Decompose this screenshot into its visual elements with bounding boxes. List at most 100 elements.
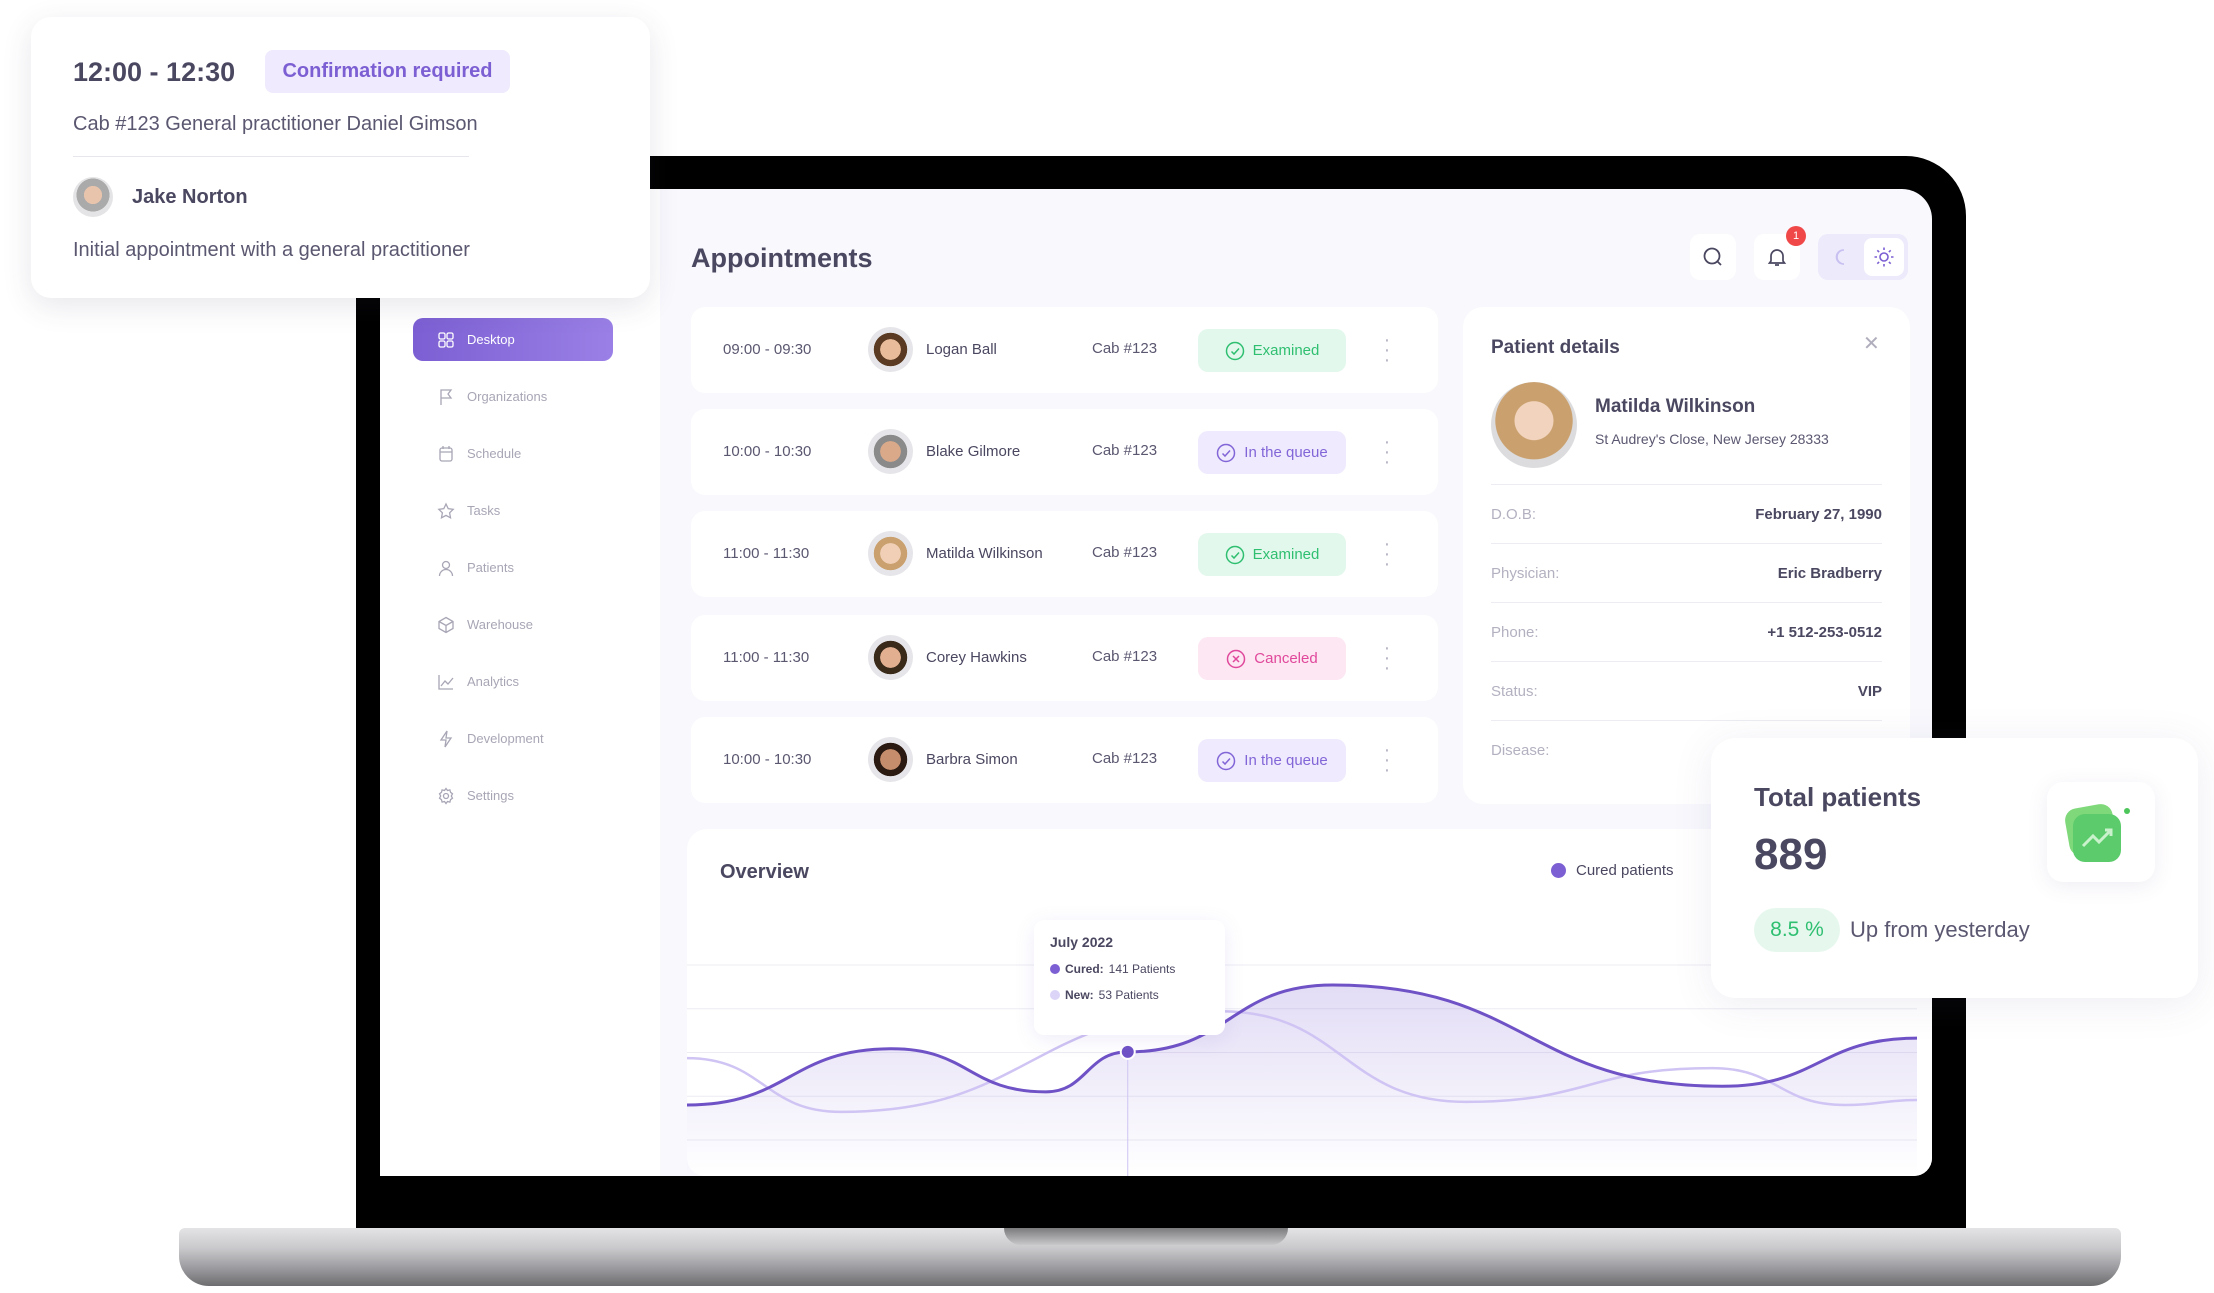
- theme-toggle[interactable]: [1818, 234, 1908, 280]
- total-value: 889: [1754, 830, 1828, 879]
- status-label: Canceled: [1254, 650, 1318, 667]
- appointment-row[interactable]: 09:00 - 09:30 Logan Ball Cab #123 Examin…: [691, 307, 1438, 393]
- sidebar-item-settings[interactable]: Settings: [413, 774, 613, 817]
- patient-name[interactable]: Matilda Wilkinson: [926, 545, 1043, 562]
- detail-row: Physician: Eric Bradberry: [1491, 543, 1882, 603]
- notification-badge: 1: [1786, 226, 1806, 246]
- sun-icon: [1874, 247, 1894, 267]
- appointment-row[interactable]: 10:00 - 10:30 Barbra Simon Cab #123 In t…: [691, 717, 1438, 803]
- tooltip-new: New: 53 Patients: [1050, 988, 1209, 1002]
- appointment-time: 10:00 - 10:30: [723, 751, 812, 768]
- sidebar-item-patients[interactable]: Patients: [413, 546, 613, 589]
- confirmation-badge[interactable]: Confirmation required: [265, 50, 510, 93]
- patient-name: Matilda Wilkinson: [1595, 396, 1756, 417]
- cab-number: Cab #123: [1092, 544, 1158, 561]
- status-label: In the queue: [1244, 752, 1328, 769]
- sidebar-item-label: Desktop: [467, 332, 515, 347]
- patient-avatar: [868, 737, 913, 782]
- appointment-row[interactable]: 11:00 - 11:30 Matilda Wilkinson Cab #123…: [691, 511, 1438, 597]
- status-label: Examined: [1252, 546, 1320, 563]
- appointment-row[interactable]: 10:00 - 10:30 Blake Gilmore Cab #123 In …: [691, 409, 1438, 495]
- sidebar-item-label: Organizations: [467, 389, 548, 404]
- cab-number: Cab #123: [1092, 750, 1158, 767]
- tooltip-title: July 2022: [1050, 934, 1114, 950]
- status-badge: In the queue: [1198, 739, 1346, 782]
- tooltip-new-value: 53 Patients: [1098, 988, 1159, 1002]
- more-options-icon[interactable]: · · ·: [1383, 431, 1391, 473]
- sidebar-item-tasks[interactable]: Tasks: [413, 489, 613, 532]
- check-circle-icon: [1217, 443, 1236, 462]
- tooltip-cured-label: Cured:: [1065, 962, 1104, 976]
- popup-details: Cab #123 General practitioner Daniel Gim…: [73, 113, 478, 135]
- popup-patient: Jake Norton: [132, 186, 248, 208]
- divider: [73, 156, 469, 157]
- detail-row: Disease:: [1491, 720, 1882, 780]
- detail-label: Phone:: [1491, 624, 1539, 641]
- overview-title: Overview: [720, 861, 809, 883]
- cab-number: Cab #123: [1092, 648, 1158, 665]
- search-icon: [1703, 247, 1722, 266]
- cab-number: Cab #123: [1092, 442, 1158, 459]
- patient-details-title: Patient details: [1491, 337, 1620, 358]
- chart-legend: Cured patients: [1551, 862, 1674, 879]
- check-circle-icon: [1217, 751, 1236, 770]
- sidebar-item-label: Analytics: [467, 674, 520, 689]
- check-circle-icon: [1225, 545, 1244, 564]
- change-badge: 8.5 %: [1754, 908, 1840, 952]
- sidebar-item-label: Settings: [467, 788, 514, 803]
- cab-number: Cab #123: [1092, 340, 1158, 357]
- sidebar-item-label: Tasks: [467, 503, 501, 518]
- patient-name[interactable]: Logan Ball: [926, 341, 997, 358]
- grid-icon: [438, 331, 454, 348]
- sidebar-item-organizations[interactable]: Organizations: [413, 375, 613, 418]
- tooltip-cured: Cured: 141 Patients: [1050, 962, 1209, 976]
- patient-name[interactable]: Blake Gilmore: [926, 443, 1021, 460]
- popup-note: Initial appointment with a general pract…: [73, 239, 470, 261]
- sidebar-item-development[interactable]: Development: [413, 717, 613, 760]
- sidebar-item-desktop[interactable]: Desktop: [413, 318, 613, 361]
- check-circle-icon: [1225, 341, 1244, 360]
- calendar-icon: [439, 445, 453, 462]
- flag-icon: [440, 388, 453, 405]
- chart-icon: [438, 674, 454, 690]
- detail-value: VIP: [1857, 683, 1882, 700]
- search-button[interactable]: [1690, 234, 1736, 280]
- close-icon[interactable]: ✕: [1863, 333, 1880, 355]
- patient-name[interactable]: Corey Hawkins: [926, 649, 1027, 666]
- tooltip-new-label: New:: [1065, 988, 1094, 1002]
- appointment-time: 11:00 - 11:30: [723, 649, 810, 666]
- patient-details-card: Patient details ✕ Matilda Wilkinson St A…: [1463, 307, 1910, 804]
- total-title: Total patients: [1754, 782, 1922, 812]
- sidebar-item-label: Patients: [467, 560, 514, 575]
- sidebar-item-analytics[interactable]: Analytics: [413, 660, 613, 703]
- sidebar-item-label: Development: [467, 731, 544, 746]
- more-options-icon[interactable]: · · ·: [1383, 637, 1391, 679]
- moon-icon[interactable]: [1830, 246, 1852, 268]
- appointment-popup: 12:00 - 12:30 Confirmation required Cab …: [31, 17, 650, 298]
- more-options-icon[interactable]: · · ·: [1383, 533, 1391, 575]
- light-mode-button[interactable]: [1864, 238, 1904, 276]
- jake-avatar: [73, 177, 113, 217]
- page-title: Appointments: [691, 243, 873, 273]
- sidebar-item-warehouse[interactable]: Warehouse: [413, 603, 613, 646]
- trend-up-icon: [2065, 804, 2130, 862]
- legend-label: Cured patients: [1576, 862, 1674, 879]
- box-icon: [438, 616, 454, 633]
- appointment-time: 11:00 - 11:30: [723, 545, 810, 562]
- tooltip-cured-value: 141 Patients: [1108, 962, 1176, 976]
- sidebar-item-schedule[interactable]: Schedule: [413, 432, 613, 475]
- star-icon: [437, 501, 455, 519]
- change-caption: Up from yesterday: [1850, 917, 2030, 942]
- overview-chart: [687, 964, 1918, 1176]
- detail-row: Phone: +1 512-253-0512: [1491, 602, 1882, 662]
- patient-avatar: [868, 327, 913, 372]
- more-options-icon[interactable]: · · ·: [1383, 329, 1391, 371]
- tooltip-point: [1119, 1043, 1136, 1060]
- appointment-row[interactable]: 11:00 - 11:30 Corey Hawkins Cab #123 Can…: [691, 615, 1438, 701]
- detail-value: February 27, 1990: [1755, 506, 1882, 523]
- patient-name[interactable]: Barbra Simon: [926, 751, 1018, 768]
- detail-row: Status: VIP: [1491, 661, 1882, 721]
- status-label: Examined: [1252, 342, 1320, 359]
- detail-value: +1 512-253-0512: [1767, 624, 1882, 641]
- more-options-icon[interactable]: · · ·: [1383, 739, 1391, 781]
